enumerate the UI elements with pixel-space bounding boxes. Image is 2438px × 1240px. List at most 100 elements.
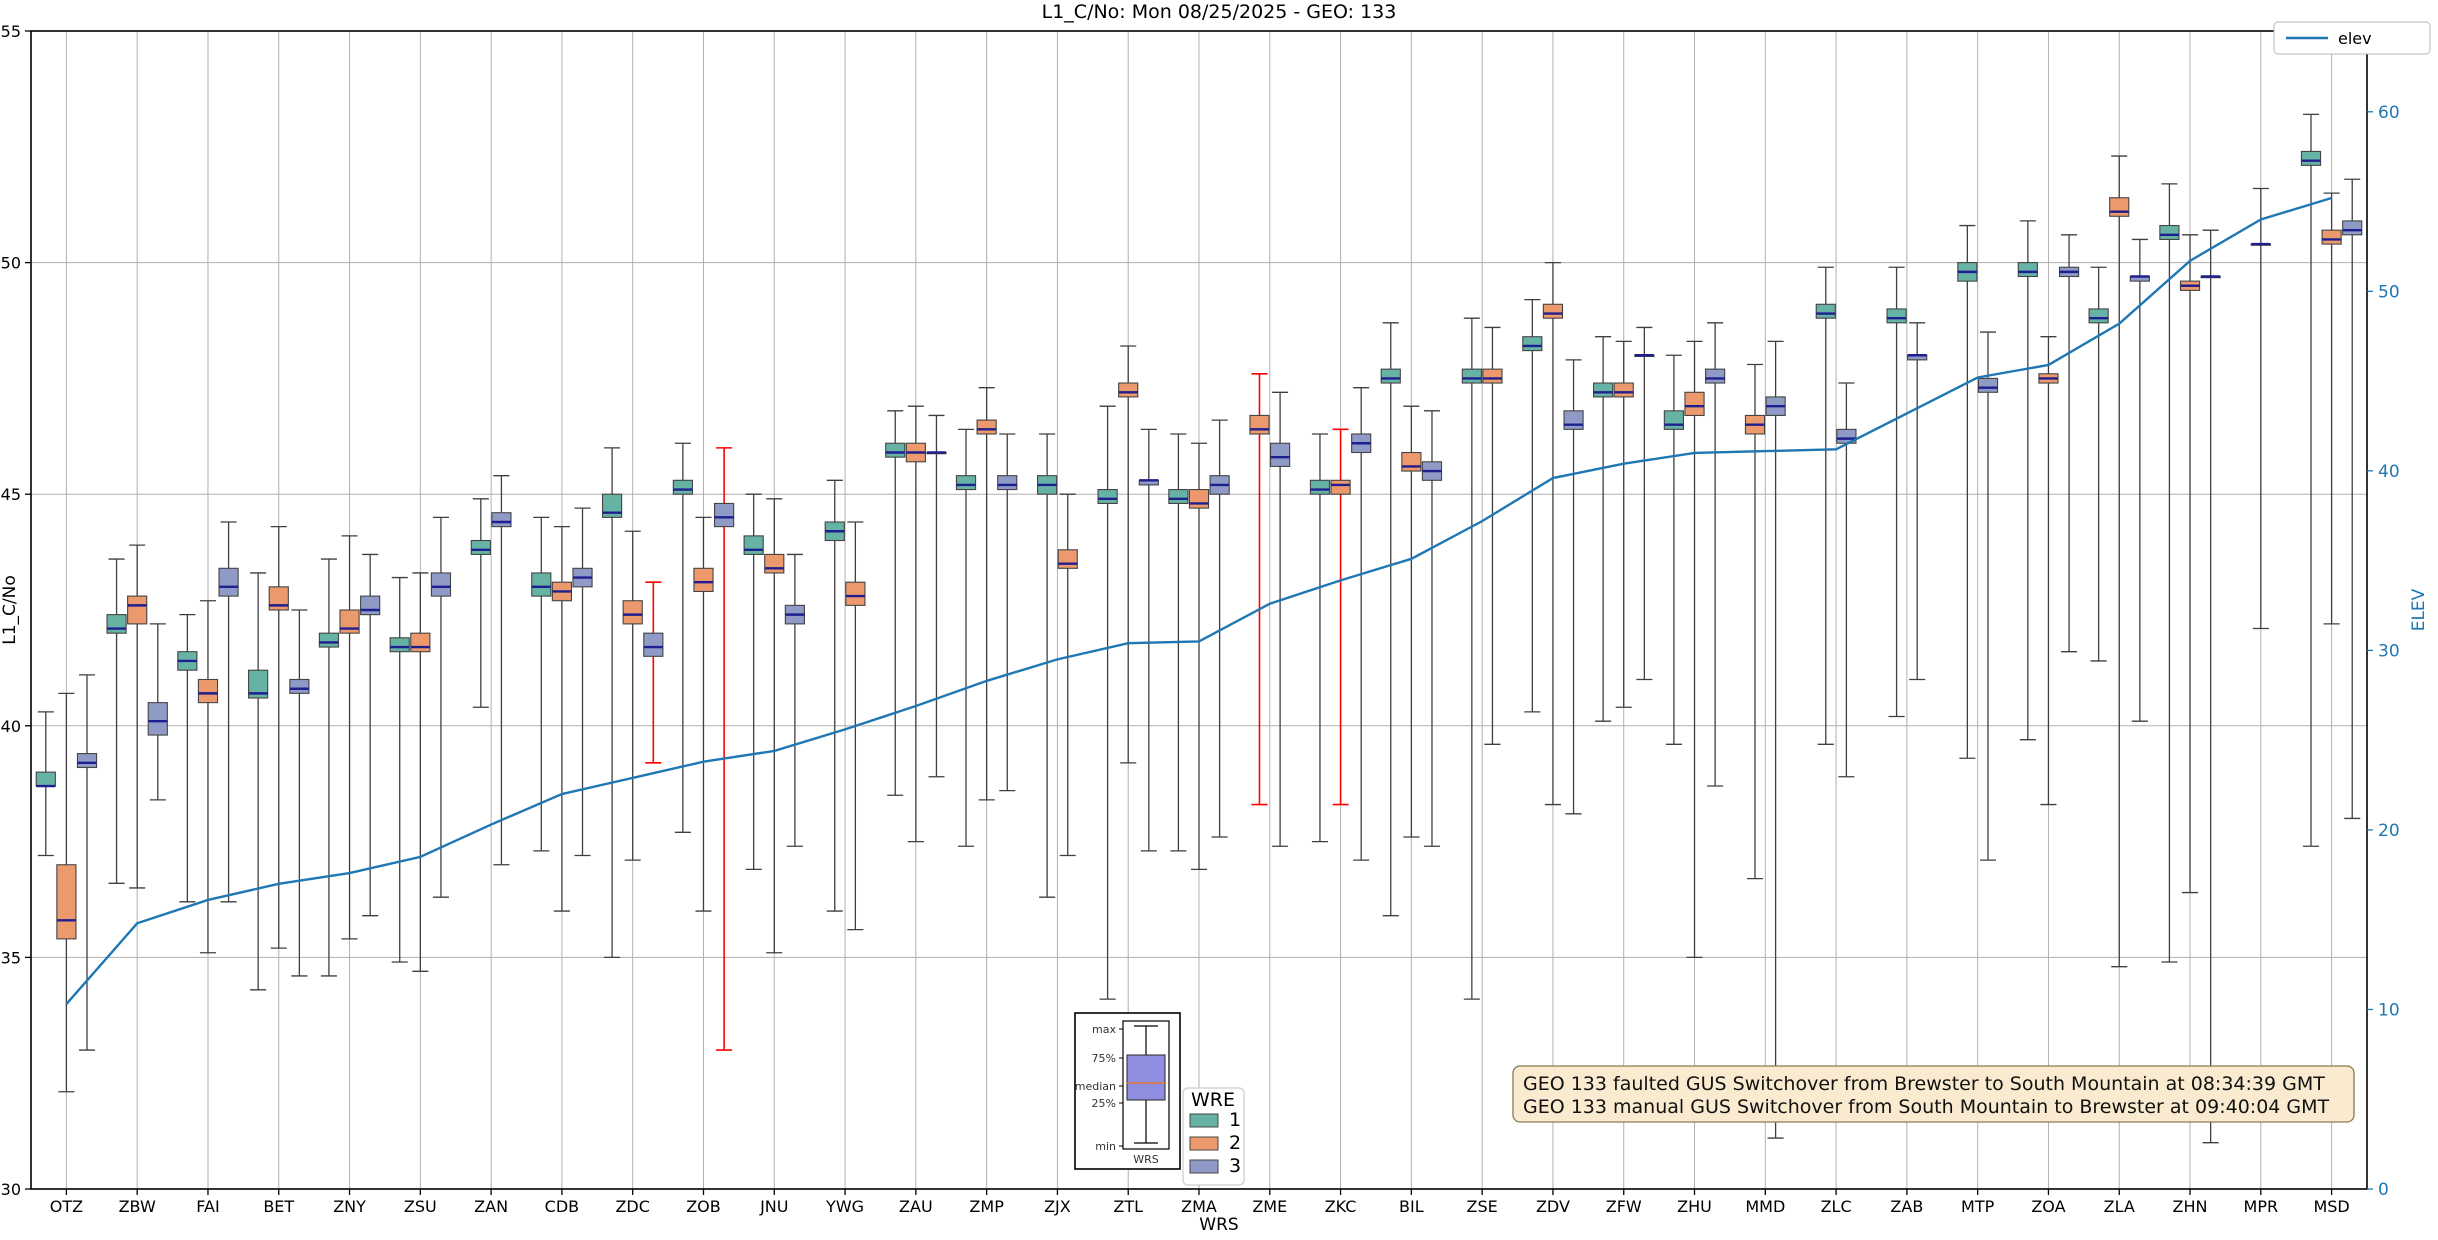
x-tick-label-ZTL: ZTL (1113, 1197, 1143, 1216)
inset-tick-labels: max 75% median 25% min (1075, 1023, 1123, 1153)
box-JNU-wre1 (743, 535, 764, 555)
x-tick-label-ZHN: ZHN (2173, 1197, 2208, 1216)
boxplot-explainer-inset: max 75% median 25% min WRS (1074, 1012, 1181, 1170)
box-FAI-wre3 (218, 567, 239, 597)
box-ZSE-wre1 (1461, 368, 1482, 384)
annotation-line-2: GEO 133 manual GUS Switchover from South… (1523, 1096, 2330, 1118)
box-MSD-wre3 (2342, 220, 2363, 236)
wre-legend-title: WRE (1191, 1089, 1235, 1111)
box-ZOB-wre1 (672, 479, 693, 495)
box-ZFW-wre1 (1593, 382, 1614, 398)
box-ZOB-wre2 (693, 567, 714, 593)
inset-box (1126, 1054, 1166, 1101)
x-tick-label-ZAN: ZAN (474, 1197, 508, 1216)
x-tick-label-MTP: MTP (1961, 1197, 1995, 1216)
inset-label: median (1075, 1080, 1116, 1093)
y2-tick-label: 10 (2378, 1000, 2400, 1020)
annotation-box: GEO 133 faulted GUS Switchover from Brew… (1512, 1065, 2355, 1123)
x-tick-label-ZAU: ZAU (899, 1197, 933, 1216)
box-ZFW-wre2 (1613, 382, 1634, 398)
box-ZHU-wre1 (1663, 410, 1685, 430)
elev-legend-box (2273, 21, 2431, 55)
y-axis-label: L1_C/No (0, 575, 20, 645)
box-ZSU-wre2 (410, 632, 431, 653)
wre-legend[interactable]: WRE 123 (1182, 1087, 1245, 1186)
x-tick-label-ZNY: ZNY (333, 1197, 366, 1216)
box-ZBW-wre1 (106, 614, 127, 634)
box-ZLA-wre1 (2088, 308, 2109, 324)
box-ZMP-wre3 (997, 475, 1018, 491)
x-tick-label-ZJX: ZJX (1044, 1197, 1071, 1216)
y2-tick-label: 60 (2378, 103, 2400, 123)
y-axis-ticks: 30 35 40 45 50 55 (1, 22, 31, 1199)
x-tick-label-ZSU: ZSU (404, 1197, 437, 1216)
x-tick-label-OTZ: OTZ (50, 1197, 83, 1216)
y-tick-label: 30 (1, 1180, 21, 1199)
wre-swatch-3[interactable] (1189, 1159, 1219, 1174)
box-MSD-wre1 (2300, 150, 2322, 166)
box-ZMP-wre1 (955, 475, 977, 491)
box-ZOA-wre1 (2017, 262, 2038, 278)
box-FAI-wre2 (197, 678, 219, 704)
wre-swatch-1[interactable] (1189, 1113, 1219, 1128)
box-ZAU-wre1 (885, 442, 906, 458)
x-tick-label-ZOB: ZOB (686, 1197, 721, 1216)
box-ZHN-wre1 (2159, 224, 2180, 240)
box-ZSU-wre1 (389, 637, 410, 653)
box-ZSE-wre2 (1482, 368, 1503, 384)
box-ZSU-wre3 (430, 572, 452, 597)
x-tick-label-BIL: BIL (1399, 1197, 1424, 1216)
box-OTZ-wre2 (56, 864, 77, 940)
x-tick-label-ZDV: ZDV (1536, 1197, 1570, 1216)
box-ZDC-wre2 (622, 600, 643, 625)
x-tick-label-ZDC: ZDC (615, 1197, 649, 1216)
x-tick-label-FAI: FAI (196, 1197, 219, 1216)
box-BIL-wre1 (1380, 368, 1401, 384)
box-ZMA-wre2 (1188, 489, 1210, 509)
x-tick-label-MMD: MMD (1745, 1197, 1785, 1216)
x-tick-label-BET: BET (263, 1197, 294, 1216)
x-tick-label-ZBW: ZBW (119, 1197, 156, 1216)
box-ZHU-wre2 (1684, 391, 1705, 417)
annotation-line-1: GEO 133 faulted GUS Switchover from Brew… (1523, 1073, 2325, 1095)
box-YWG-wre2 (845, 581, 866, 606)
y2-tick-label: 30 (2378, 641, 2400, 661)
x-tick-label-ZMA: ZMA (1181, 1197, 1217, 1216)
y-tick-label: 55 (1, 22, 21, 41)
y-tick-label: 40 (1, 717, 21, 736)
x-tick-label-MPR: MPR (2244, 1197, 2279, 1216)
box-ZKC-wre1 (1309, 479, 1331, 495)
box-ZAN-wre1 (470, 539, 491, 555)
whiskers-layer (37, 113, 2361, 1144)
box-ZHU-wre3 (1705, 368, 1726, 384)
x-axis-ticks: OTZ ZBW FAI BET ZNY ZSU ZAN CDB ZDC ZOB JNU YWG ZAU Z… (50, 1189, 2350, 1216)
elev-line-layer (65, 196, 2332, 1005)
inset-label: min (1095, 1140, 1116, 1153)
y2-tick-label: 20 (2378, 821, 2400, 841)
box-ZBW-wre3 (147, 702, 168, 736)
box-ZJX-wre2 (1057, 549, 1078, 569)
annotation-background (1512, 1065, 2355, 1123)
box-ZOB-wre3 (713, 502, 735, 528)
inset-label: max (1092, 1023, 1116, 1036)
box-ZAB-wre1 (1886, 308, 1907, 324)
boxes-layer (35, 150, 2363, 940)
inset-x-label: WRS (1133, 1153, 1159, 1166)
box-OTZ-wre1 (35, 771, 56, 787)
x-tick-label-ZLC: ZLC (1821, 1197, 1852, 1216)
elev-legend-label: elev (2338, 29, 2372, 48)
box-ZME-wre3 (1269, 442, 1291, 467)
x-tick-label-YWG: YWG (825, 1197, 864, 1216)
wre-swatch-2[interactable] (1189, 1136, 1219, 1151)
box-BET-wre3 (289, 678, 310, 694)
box-MTP-wre3 (1977, 377, 1999, 393)
chart-title: L1_C/No: Mon 08/25/2025 - GEO: 133 (1042, 1, 1397, 23)
elev-legend[interactable]: elev (2273, 21, 2431, 55)
wre-legend-items[interactable]: 123 (1189, 1109, 1241, 1177)
x-tick-label-ZAB: ZAB (1890, 1197, 1923, 1216)
box-BIL-wre2 (1401, 451, 1422, 472)
box-ZBW-wre2 (127, 595, 148, 625)
x-tick-label-ZKC: ZKC (1325, 1197, 1357, 1216)
wre-legend-label-1: 1 (1229, 1109, 1241, 1131)
